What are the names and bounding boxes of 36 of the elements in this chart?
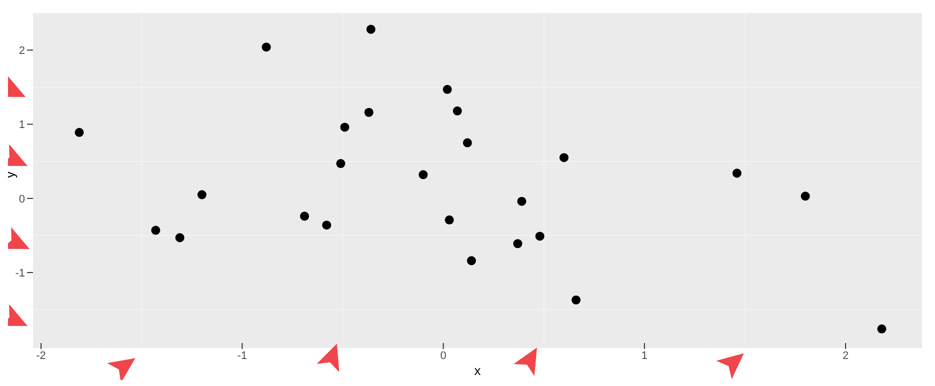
point (175, 233, 184, 242)
x-tick-label: -2 (36, 350, 46, 362)
y-tick-label: -1 (15, 267, 25, 280)
point (151, 226, 160, 235)
point (535, 232, 544, 241)
x-tick-label: 0 (440, 350, 446, 362)
point (262, 42, 271, 52)
x-tick-label: -1 (237, 350, 248, 362)
point (466, 256, 476, 266)
point (559, 153, 568, 162)
point (300, 212, 310, 221)
point (517, 196, 526, 206)
point (732, 168, 742, 178)
point (74, 128, 84, 137)
point (340, 122, 350, 132)
y-tick-label: 2 (18, 44, 25, 57)
y-tick-label: 1 (18, 119, 25, 132)
x-axis-title: x (474, 363, 482, 378)
point (442, 84, 452, 94)
point (513, 239, 522, 248)
x-tick-label: 1 (641, 350, 648, 362)
point (322, 220, 332, 230)
point (336, 159, 346, 168)
point (364, 108, 374, 117)
point (418, 170, 428, 180)
y-axis-title: y (2, 171, 18, 178)
point (366, 24, 376, 34)
point (444, 215, 454, 224)
point (452, 106, 462, 116)
y-tick-label: 0 (18, 193, 25, 206)
point (462, 138, 472, 148)
x-tick-label: 2 (842, 350, 849, 362)
point (197, 190, 206, 200)
point (877, 324, 886, 334)
point (572, 295, 581, 304)
point (800, 192, 810, 201)
